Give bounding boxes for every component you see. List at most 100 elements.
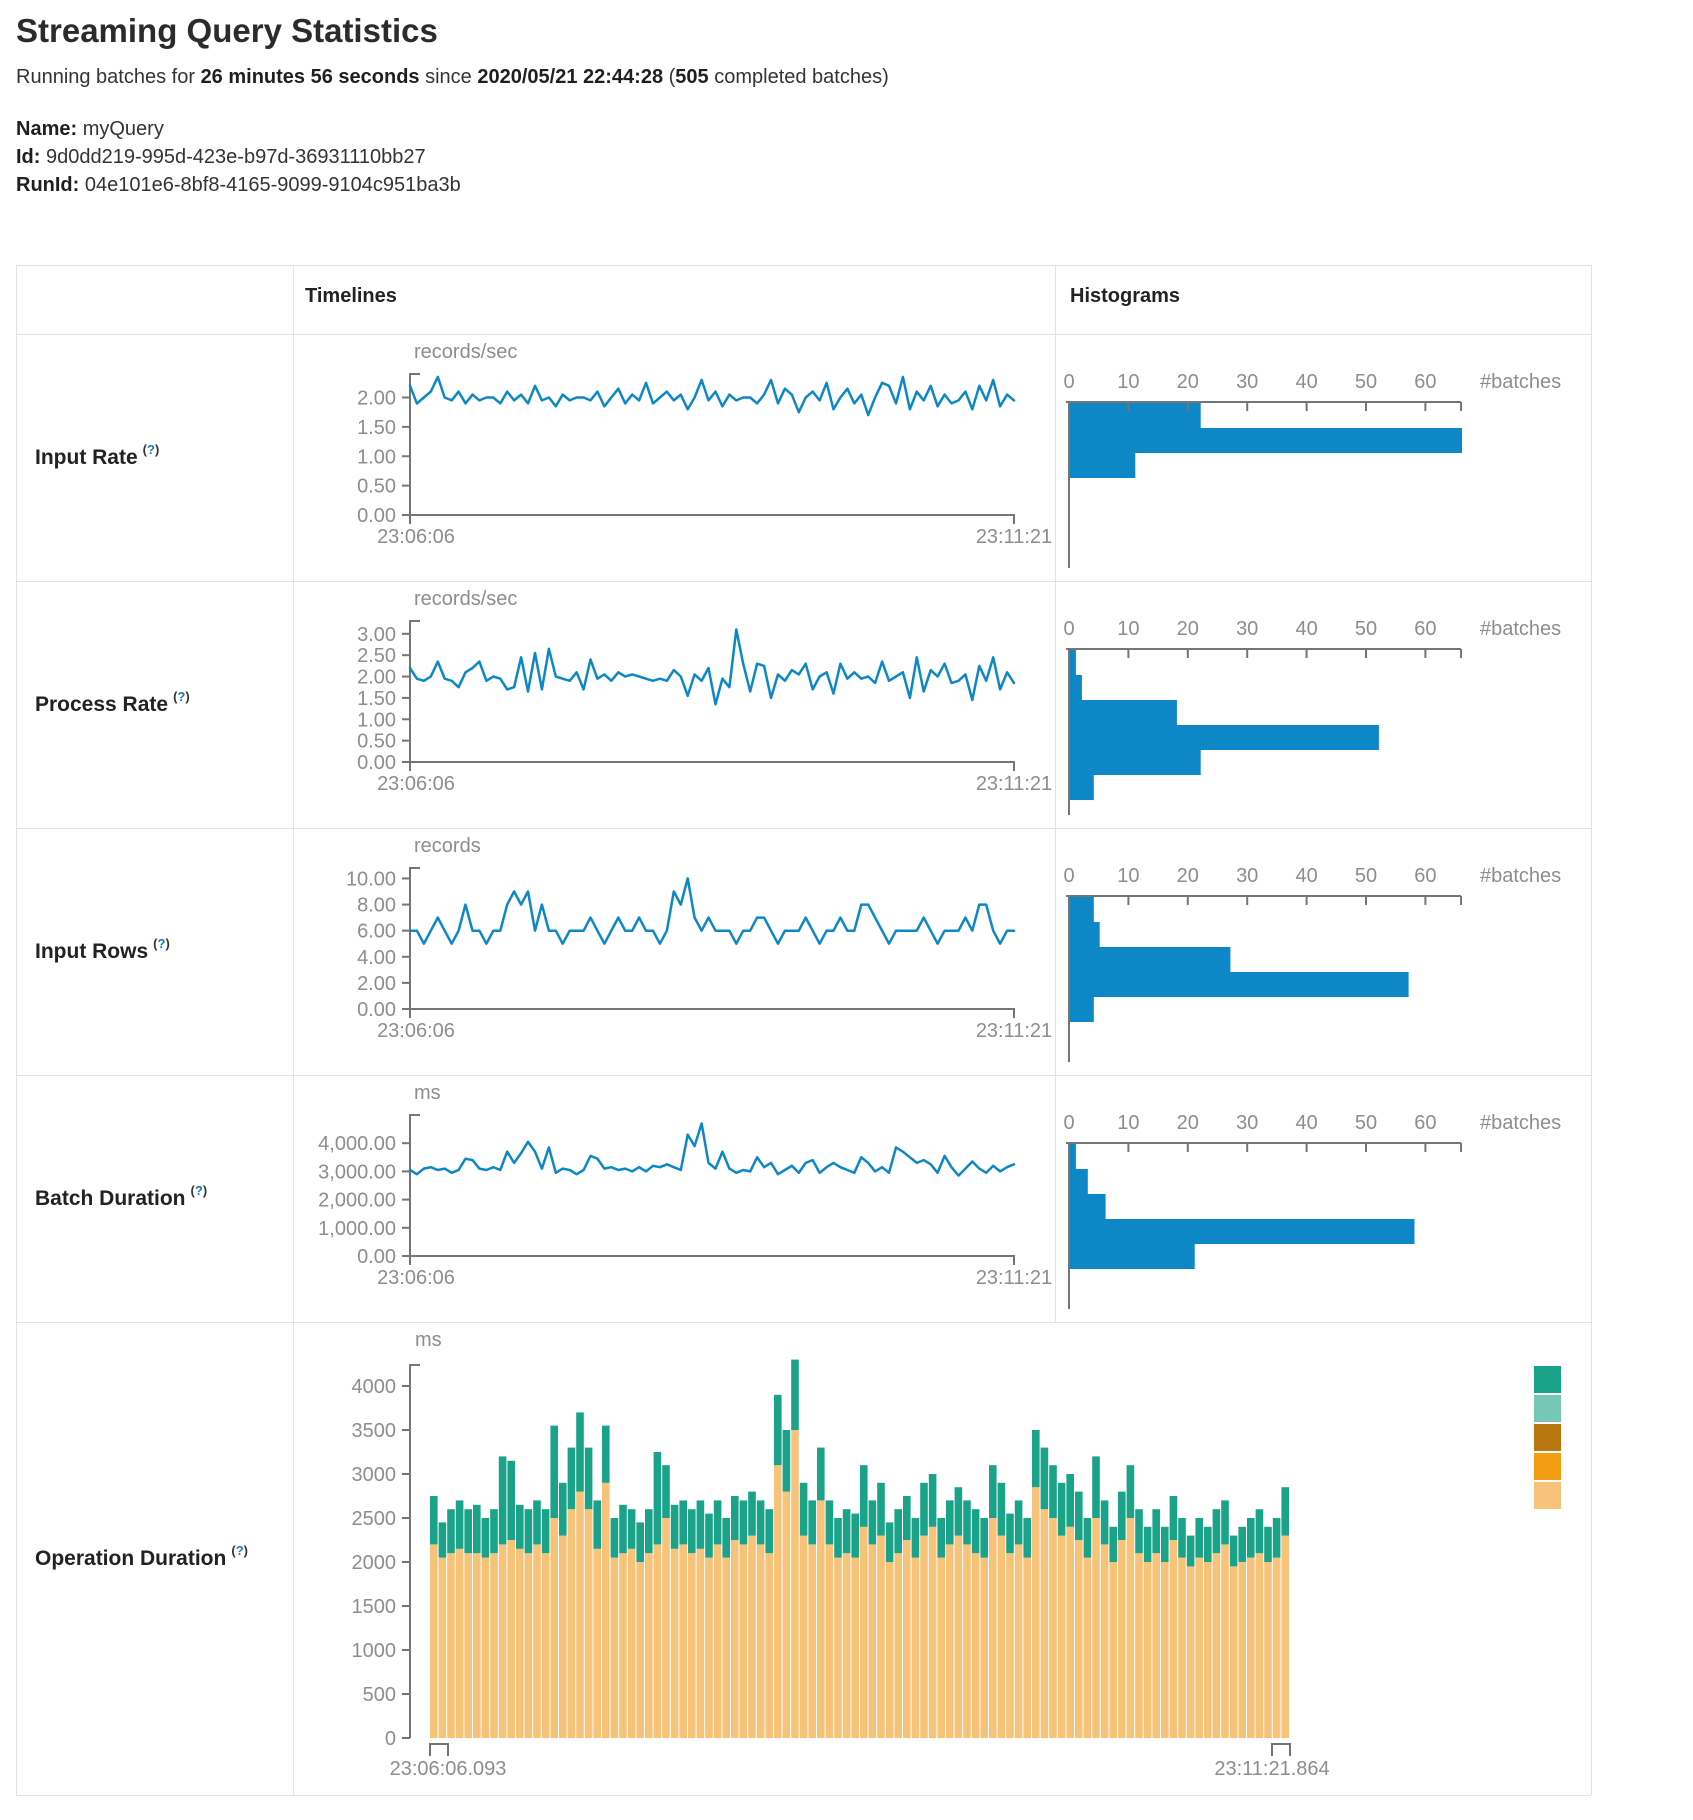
input-rate-histogram: 0 10 20 30 40 50 60 #batches [1063,371,1561,568]
stacked-bar-top-segment [1109,1526,1117,1562]
stacked-bar-bottom-segment [1143,1562,1152,1738]
stacked-bar-top-segment [774,1394,782,1466]
svg-text:4.00: 4.00 [357,947,396,969]
label-column-border [293,265,294,1795]
stacked-bar-bottom-segment [885,1562,894,1738]
stacked-bar-top-segment [516,1504,524,1549]
svg-text:30: 30 [1236,1112,1258,1134]
operation-duration-help-icon[interactable]: (?) [231,1543,248,1558]
input-rows-help-icon[interactable]: (?) [153,936,170,951]
process-rate-help-icon[interactable]: (?) [173,689,190,704]
batch-duration-help-icon[interactable]: (?) [191,1183,208,1198]
stacked-bar-top-segment [567,1447,576,1510]
stacked-bar-top-segment [825,1500,834,1545]
stacked-bar-bottom-segment [627,1548,636,1738]
help-paren: ) [202,1183,208,1198]
stacked-bar-top-segment [782,1430,791,1492]
stacked-bar-bottom-segment [636,1562,644,1738]
stacked-bar-bottom-segment [911,1557,920,1738]
question-mark-icon: ? [147,442,155,457]
stacked-bar-bottom-segment [817,1500,825,1738]
stacked-bar-bottom-segment [1075,1540,1083,1738]
svg-text:20: 20 [1177,618,1199,640]
histogram-bar [1070,1194,1106,1219]
stacked-bar-bottom-segment [920,1535,928,1738]
stacked-bar-bottom-segment [739,1544,748,1738]
stacked-bar-top-segment [954,1487,963,1536]
stacked-bar-bottom-segment [1092,1518,1100,1738]
question-mark-icon: ? [177,689,186,704]
stacked-bar-top-segment [593,1500,601,1549]
stacked-bar-bottom-segment [567,1509,576,1738]
stacked-bar-top-segment [851,1513,859,1558]
input-rate-help-icon[interactable]: (?) [143,442,160,457]
stacked-bar-bottom-segment [713,1544,722,1738]
stacked-bar-top-segment [438,1522,447,1558]
stacked-bar-top-segment [559,1482,567,1536]
query-name-value: myQuery [77,118,164,140]
row2-bottom-border [16,828,1591,829]
stacked-bar-top-segment [980,1518,988,1558]
stacked-bar-top-segment [756,1500,765,1545]
table-right-border [1591,265,1592,1795]
stacked-bar-bottom-segment [722,1557,730,1738]
stacked-bar-bottom-segment [1255,1553,1264,1738]
stacked-bar-top-segment [946,1500,954,1545]
svg-text:20: 20 [1177,371,1199,393]
histogram-bar [1070,453,1136,478]
stacked-bar-top-segment [524,1509,533,1554]
question-mark-icon: ? [235,1543,244,1558]
stacked-bar-top-segment [1272,1518,1281,1558]
stacked-bar-top-segment [705,1513,713,1558]
table-left-border [16,265,17,1795]
stacked-bar-bottom-segment [1169,1540,1178,1738]
svg-text:20: 20 [1177,865,1199,887]
question-mark-icon: ? [157,936,166,951]
operation-duration-label: Operation Duration [35,1546,227,1570]
svg-text:0.00: 0.00 [357,505,396,527]
row-label-input-rate: Input Rate (?) [17,334,292,581]
stacked-bar-top-segment [808,1500,816,1545]
stacked-bar-bottom-segment [1040,1509,1049,1738]
svg-text:23:06:06: 23:06:06 [377,1267,455,1289]
header-bottom-border [16,334,1591,335]
stacked-bar-bottom-segment [868,1544,877,1738]
svg-text:40: 40 [1295,865,1317,887]
svg-text:0.50: 0.50 [357,476,396,498]
svg-text:#batches: #batches [1480,371,1561,393]
svg-text:3.00: 3.00 [357,624,396,646]
table-bottom-border [16,1795,1591,1796]
stacked-bar-top-segment [455,1500,464,1549]
stacked-bar-bottom-segment [602,1482,610,1738]
stacked-bar-bottom-segment [963,1544,971,1738]
svg-text:0.00: 0.00 [357,752,396,774]
timelines-column-header: Timelines [305,285,397,307]
stacked-bar-top-segment [911,1518,920,1558]
svg-text:10: 10 [1117,618,1139,640]
question-mark-icon: ? [194,1183,203,1198]
svg-text:10.00: 10.00 [346,868,396,890]
legend-swatch [1534,1453,1561,1480]
stacked-bar-bottom-segment [1109,1562,1117,1738]
svg-text:3500: 3500 [352,1420,397,1442]
stacked-bar-top-segment [1057,1482,1066,1536]
svg-text:23:11:21.864: 23:11:21.864 [1214,1758,1329,1780]
query-id-label: Id: [16,146,41,168]
svg-text:4,000.00: 4,000.00 [318,1133,396,1155]
query-name-label: Name: [16,118,78,140]
stacked-bar-top-segment [679,1500,687,1545]
stacked-bar-bottom-segment [1126,1518,1135,1738]
stacked-bar-top-segment [1006,1513,1014,1554]
stacked-bar-top-segment [670,1504,679,1549]
input-rows-label: Input Rows [35,939,149,963]
stacked-bar-bottom-segment [464,1553,472,1738]
stacked-bar-top-segment [507,1460,515,1540]
legend-swatch [1534,1424,1561,1451]
process-rate-timeline: records/sec 0.000.501.001.502.002.503.00 2… [357,588,1052,795]
stacked-bar-bottom-segment [1014,1544,1023,1738]
svg-text:23:11:21: 23:11:21 [976,773,1052,795]
stacked-bar-bottom-segment [808,1544,816,1738]
svg-text:0.00: 0.00 [357,999,396,1021]
stacked-bar-top-segment [894,1509,902,1554]
stacked-bar-bottom-segment [541,1553,550,1738]
